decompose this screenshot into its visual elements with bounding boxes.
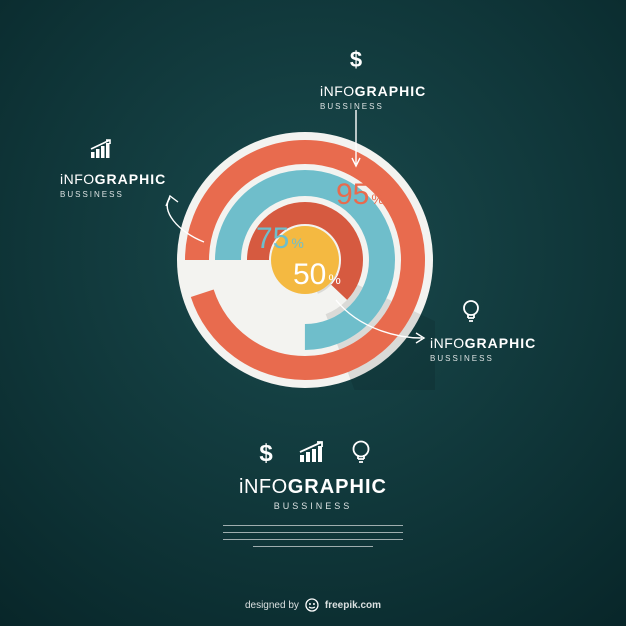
attribution-brand: freepik.com — [325, 600, 381, 611]
footer-title-prefix: iNFO — [239, 476, 288, 498]
callout-top: $ iNFOGRAPHIC BUSSINESS — [320, 48, 426, 111]
footer-block: $ iNFOGRAPHIC BUSSINESS — [203, 440, 423, 553]
footer-lines — [203, 525, 423, 547]
attribution-text: designed by — [245, 600, 299, 611]
callout-title-prefix: iNFO — [320, 83, 355, 99]
bar-growth-icon — [299, 440, 329, 466]
callout-title-prefix: iNFO — [430, 335, 465, 351]
dollar-icon: $ — [346, 48, 366, 72]
callout-subtitle: BUSSINESS — [60, 190, 166, 199]
lightbulb-icon — [351, 440, 371, 466]
svg-text:$: $ — [259, 440, 273, 466]
callout-title-prefix: iNFO — [60, 171, 95, 187]
attribution: designed by freepik.com — [245, 598, 381, 612]
callout-title-main: GRAPHIC — [95, 171, 167, 187]
lightbulb-icon — [462, 300, 480, 324]
bar-growth-icon — [90, 138, 118, 160]
callout-subtitle: BUSSINESS — [430, 354, 536, 363]
callout-right: iNFOGRAPHIC BUSSINESS — [430, 300, 536, 363]
freepik-logo-icon — [305, 598, 319, 612]
footer-subtitle: BUSSINESS — [203, 501, 423, 511]
callout-subtitle: BUSSINESS — [320, 102, 426, 111]
dollar-icon: $ — [255, 440, 277, 466]
footer-title-main: GRAPHIC — [288, 476, 387, 498]
svg-text:$: $ — [350, 48, 362, 72]
callout-left: iNFOGRAPHIC BUSSINESS — [60, 138, 166, 199]
callout-title-main: GRAPHIC — [355, 83, 427, 99]
callout-title-main: GRAPHIC — [465, 335, 537, 351]
